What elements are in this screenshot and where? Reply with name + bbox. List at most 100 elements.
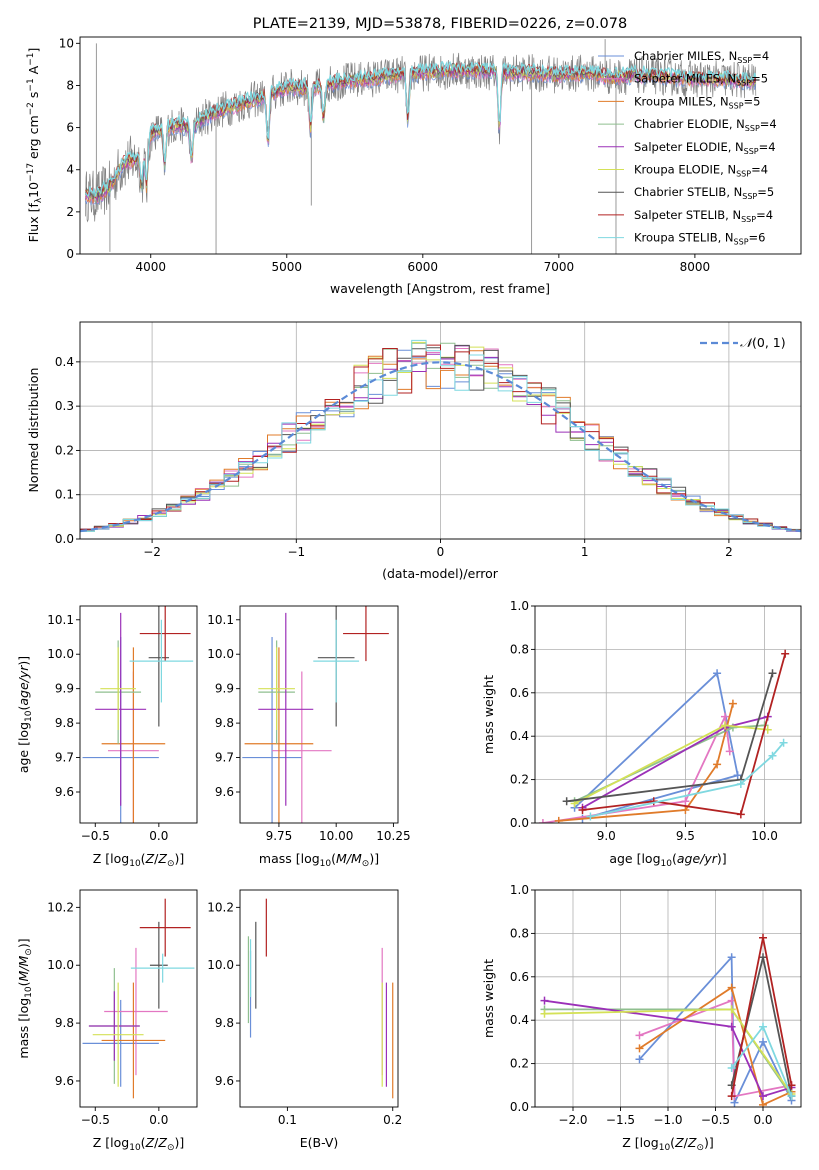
x-tick-label: 0.2 — [383, 1113, 402, 1127]
weight-point — [713, 760, 722, 769]
y-tick-label: 0.2 — [55, 443, 74, 457]
weight-point — [578, 805, 587, 814]
x-axis-label: Z [log10(Z/Z⊙)] — [93, 1135, 185, 1153]
y-tick-label: 9.8 — [55, 1016, 74, 1030]
weight-point — [736, 779, 745, 788]
y-tick-label: 0.8 — [510, 926, 529, 940]
y-tick-label: 0.0 — [55, 532, 74, 546]
weight-point — [768, 751, 777, 760]
weight-point — [736, 810, 745, 819]
weight-point — [727, 1022, 736, 1031]
y-tick-label: 4 — [66, 163, 74, 177]
weight-series — [558, 703, 734, 822]
legend-label: 𝒩(0, 1) — [740, 335, 786, 350]
y-tick-label: 0.1 — [55, 488, 74, 502]
weight-series — [590, 742, 785, 818]
weight-point — [728, 699, 737, 708]
panel-0: 4000 5000 6000 7000 8000 0 2 4 6 8 10 PLATE=2139, M… — [26, 16, 802, 296]
x-axis-label: (data-model)/error — [382, 566, 499, 581]
x-tick-label: 0.0 — [149, 829, 168, 843]
x-tick-label: 10.0 — [751, 829, 778, 843]
y-tick-label: 9.6 — [55, 785, 74, 799]
model-spectrum — [84, 60, 757, 197]
weight-series — [582, 715, 768, 809]
panel-4: 9.0 9.5 10.0 0.0 0.2 0.4 0.6 0.8 1.0 age [log10(a… — [481, 599, 802, 869]
histogram-plot-area — [80, 339, 801, 533]
x-axis-label: Z [log10(Z/Z⊙)] — [93, 851, 185, 869]
x-axis-label: Z [log10(Z/Z⊙)] — [622, 1135, 714, 1153]
y-tick-label: 0 — [66, 247, 74, 261]
panel-2: −0.5 0.0 9.6 9.7 9.8 9.9 10.0 10.1 Z [log10(Z/Z⊙… — [16, 605, 198, 869]
histogram-step — [80, 339, 801, 532]
weight-point — [727, 953, 736, 962]
y-tick-label: 0.6 — [510, 970, 529, 984]
axes-frame — [239, 889, 399, 1108]
y-tick-label: 0.4 — [55, 355, 74, 369]
weight-point — [787, 1092, 796, 1101]
weight-point — [759, 1100, 767, 1107]
y-tick-label: 10.2 — [207, 900, 234, 914]
x-tick-label: 5000 — [272, 260, 303, 274]
weight-series — [544, 999, 792, 1098]
legend-label: Kroupa MILES, NSSP=5 — [634, 94, 760, 110]
weight-point — [727, 983, 736, 992]
y-tick-label: 10.2 — [47, 900, 74, 914]
y-tick-label: 0.0 — [510, 816, 529, 830]
weight-point — [759, 1022, 767, 1031]
y-tick-label: 10 — [59, 36, 74, 50]
weight-series — [582, 653, 787, 816]
x-tick-label: 8000 — [680, 260, 711, 274]
weight-point — [721, 712, 729, 721]
y-tick-label: 0.2 — [510, 1057, 529, 1071]
legend-label: Kroupa STELIB, NSSP=6 — [634, 231, 765, 247]
weight-point — [779, 738, 788, 747]
x-tick-label: −2.0 — [558, 1113, 587, 1127]
weight-plot-area — [540, 933, 796, 1107]
weight-point — [733, 771, 742, 780]
axes-frame — [239, 605, 399, 824]
axes-frame — [79, 36, 802, 255]
panel-5: −0.5 0.0 9.6 9.8 10.0 10.2 Z [log10(Z/Z⊙)] mass… — [16, 889, 198, 1153]
x-tick-label: −1.0 — [653, 1113, 682, 1127]
weight-point — [635, 1055, 644, 1064]
y-tick-label: 1.0 — [510, 883, 529, 897]
y-tick-label: 0.2 — [510, 773, 529, 787]
spectrum-plot-area — [84, 39, 757, 254]
errorbar-plot-area — [242, 606, 389, 823]
x-axis-label: E(B-V) — [300, 1135, 339, 1150]
y-tick-label: 1.0 — [510, 599, 529, 613]
weight-point — [540, 996, 549, 1005]
y-tick-label: 2 — [66, 205, 74, 219]
weight-point — [781, 649, 790, 658]
weight-point — [681, 797, 690, 806]
y-axis-label: mass weight — [481, 675, 496, 754]
weight-point — [721, 721, 729, 730]
y-tick-label: 0.4 — [510, 729, 529, 743]
x-axis-label: wavelength [Angstrom, rest frame] — [330, 281, 550, 296]
weight-point — [713, 669, 722, 678]
axes-frame — [534, 605, 802, 824]
y-tick-label: 6 — [66, 121, 74, 135]
weight-point — [635, 1031, 644, 1040]
weight-point — [635, 1044, 644, 1053]
weight-point — [725, 747, 734, 756]
weight-plot-area — [538, 649, 790, 823]
y-tick-label: 10.1 — [207, 613, 234, 627]
y-tick-label: 10.0 — [47, 958, 74, 972]
panel-1: −2 −1 0 1 2 0.0 0.1 0.2 0.3 0.4 (data-model)/error… — [26, 321, 802, 581]
y-axis-label: Flux [fλ10−17 erg cm−2 s−1 A−1] — [26, 48, 44, 243]
axes-frame — [79, 889, 198, 1108]
axes-frame — [79, 605, 198, 824]
y-axis-label: mass [log10(M/M⊙)] — [16, 938, 34, 1058]
weight-series — [574, 724, 768, 805]
y-tick-label: 9.6 — [215, 1074, 234, 1088]
x-tick-label: 10.25 — [376, 829, 410, 843]
y-tick-label: 9.6 — [215, 785, 234, 799]
x-tick-label: 10.00 — [319, 829, 353, 843]
panel-3: 9.75 10.00 10.25 9.6 9.7 9.8 9.9 10.0 10.1 mass [… — [207, 605, 411, 869]
y-tick-label: 9.8 — [215, 716, 234, 730]
y-tick-label: 0.8 — [510, 642, 529, 656]
y-tick-label: 10.1 — [47, 613, 74, 627]
weight-point — [727, 1005, 736, 1014]
weight-point — [768, 669, 777, 678]
